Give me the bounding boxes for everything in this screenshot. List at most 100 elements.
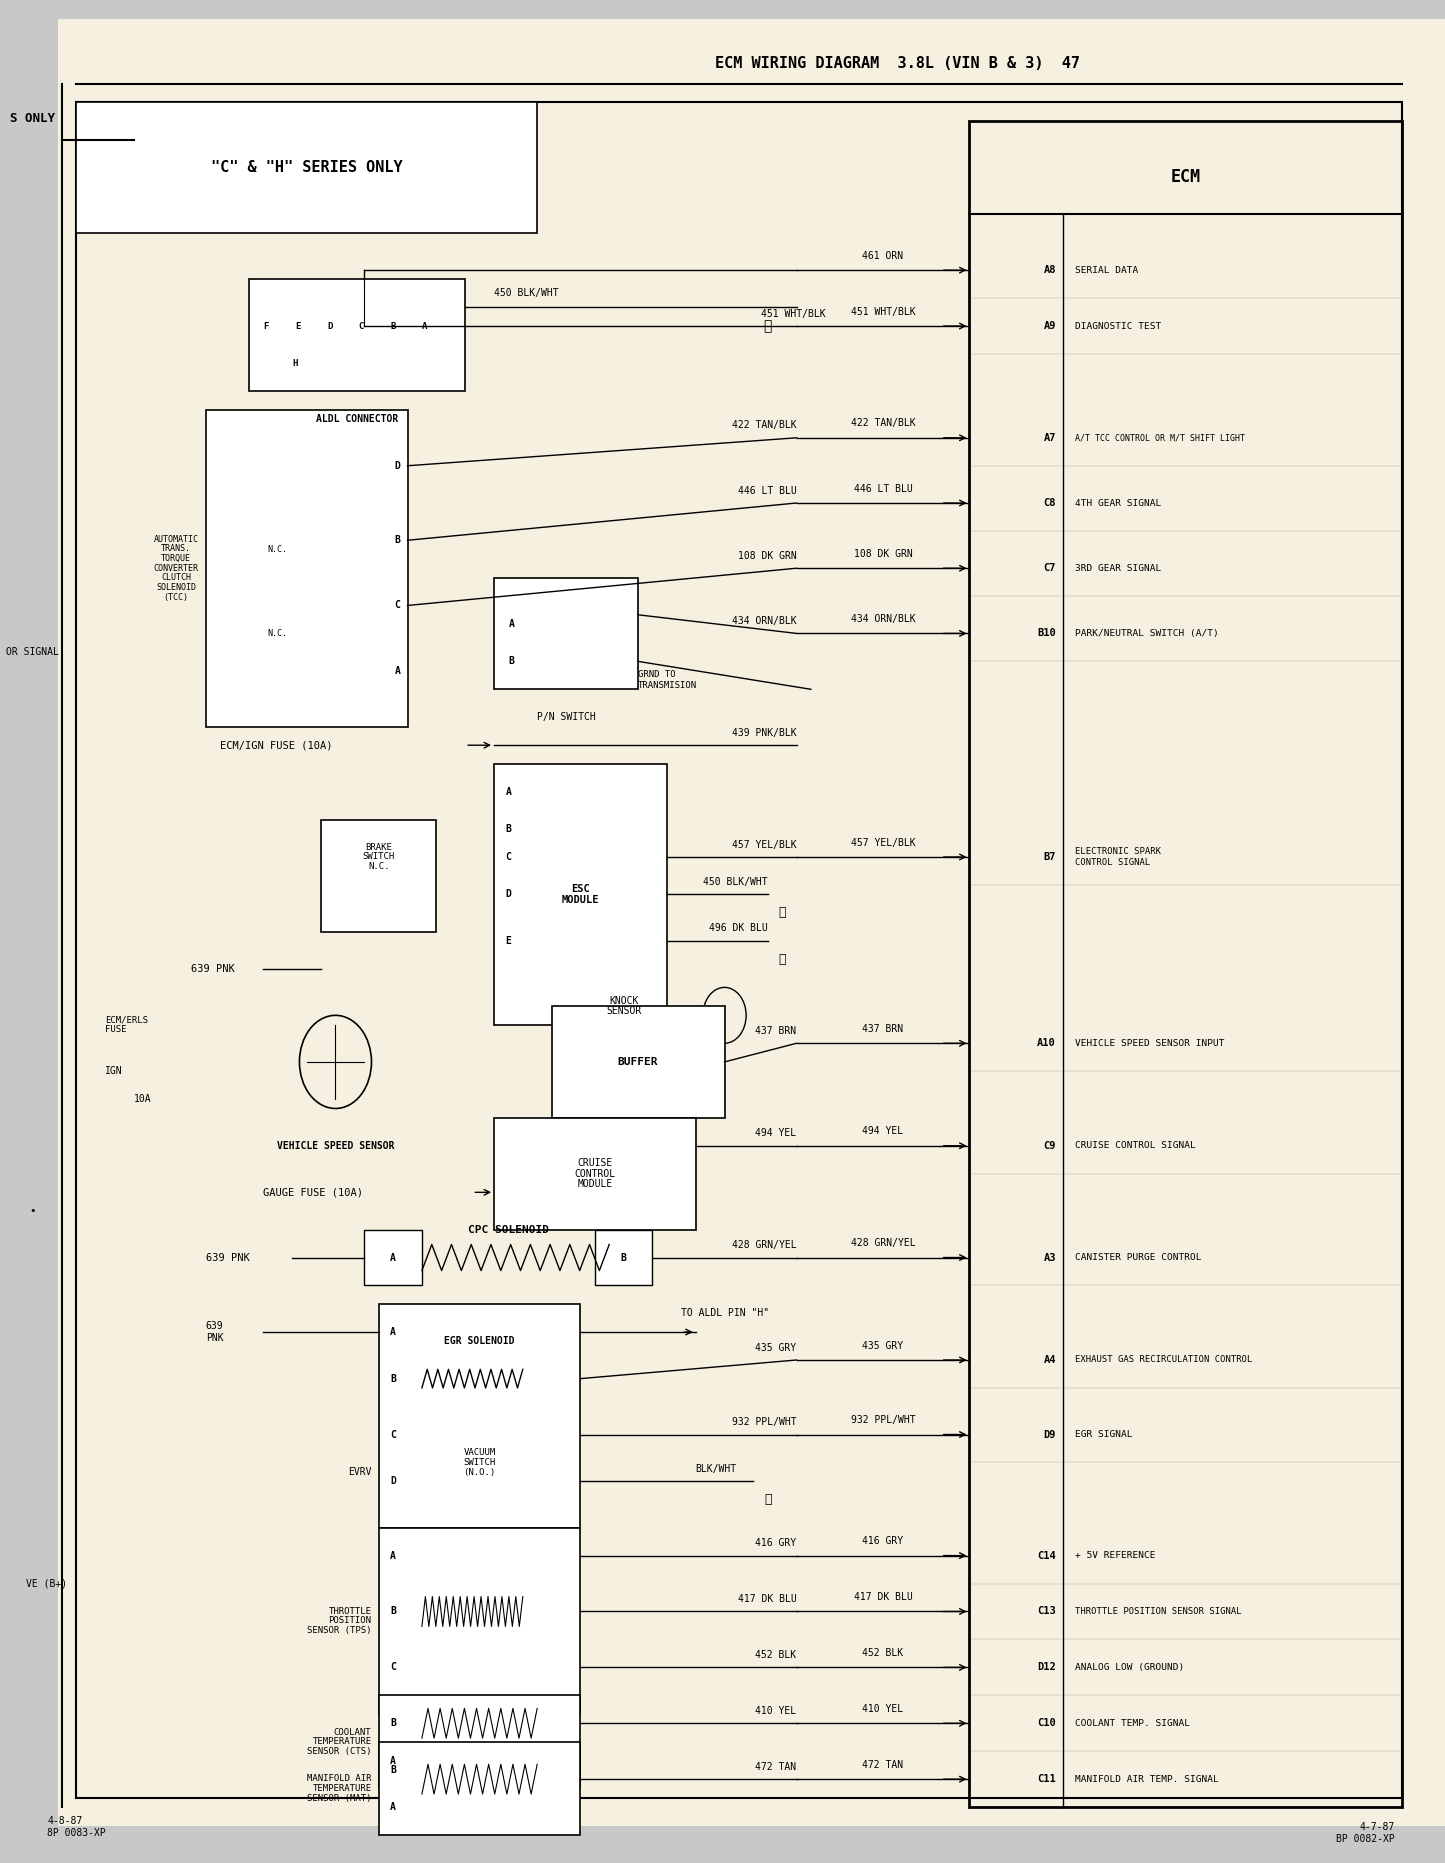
Bar [379, 1742, 581, 1835]
Bar [321, 820, 436, 932]
Text: •: • [29, 1205, 36, 1217]
Text: VACUUM
SWITCH
(N.O.): VACUUM SWITCH (N.O.) [464, 1448, 496, 1477]
Text: 108 DK GRN: 108 DK GRN [738, 551, 796, 561]
Text: SERIAL DATA: SERIAL DATA [1075, 266, 1137, 274]
Text: A: A [390, 1755, 396, 1766]
Text: E: E [295, 322, 301, 330]
Text: 450 BLK/WHT: 450 BLK/WHT [704, 877, 767, 887]
Bar [494, 764, 668, 1025]
Text: 410 YEL: 410 YEL [756, 1707, 796, 1716]
Text: 639 PNK: 639 PNK [191, 963, 236, 974]
Text: N.C.: N.C. [267, 546, 288, 553]
Text: A: A [506, 786, 512, 797]
Text: C14: C14 [1038, 1550, 1056, 1561]
Text: A9: A9 [1043, 320, 1056, 332]
Text: A7: A7 [1043, 432, 1056, 443]
Text: C10: C10 [1038, 1718, 1056, 1729]
Text: A: A [422, 322, 428, 330]
Text: 494 YEL: 494 YEL [756, 1129, 796, 1138]
Text: 4-8-87
8P 0083-XP: 4-8-87 8P 0083-XP [48, 1816, 105, 1839]
Text: CPC SOLENOID: CPC SOLENOID [468, 1224, 549, 1235]
Text: B: B [390, 1764, 396, 1775]
Text: E: E [506, 935, 512, 946]
Text: A: A [390, 1252, 396, 1263]
Text: 422 TAN/BLK: 422 TAN/BLK [851, 419, 915, 428]
Text: S ONLY: S ONLY [10, 112, 55, 125]
Text: 461 ORN: 461 ORN [863, 252, 903, 261]
Text: 457 YEL/BLK: 457 YEL/BLK [733, 840, 796, 850]
Text: D: D [394, 460, 400, 471]
Text: B: B [509, 656, 514, 667]
Text: D: D [390, 1475, 396, 1487]
Text: CRUISE
CONTROL
MODULE: CRUISE CONTROL MODULE [574, 1159, 616, 1189]
Text: 434 ORN/BLK: 434 ORN/BLK [733, 617, 796, 626]
Text: 422 TAN/BLK: 422 TAN/BLK [733, 421, 796, 430]
Text: EGR SIGNAL: EGR SIGNAL [1075, 1431, 1133, 1438]
Text: C: C [390, 1429, 396, 1440]
Text: MANIFOLD AIR
TEMPERATURE
SENSOR (MAT): MANIFOLD AIR TEMPERATURE SENSOR (MAT) [306, 1774, 371, 1803]
Text: D: D [506, 889, 512, 900]
Text: 451 WHT/BLK: 451 WHT/BLK [760, 309, 825, 319]
Text: 434 ORN/BLK: 434 ORN/BLK [851, 615, 915, 624]
Text: 428 GRN/YEL: 428 GRN/YEL [851, 1239, 915, 1248]
Text: 4TH GEAR SIGNAL: 4TH GEAR SIGNAL [1075, 499, 1160, 507]
Text: + 5V REFERENCE: + 5V REFERENCE [1075, 1552, 1155, 1559]
Text: KNOCK
SENSOR: KNOCK SENSOR [605, 995, 642, 1017]
Text: ECM: ECM [1170, 168, 1201, 186]
Text: 446 LT BLU: 446 LT BLU [738, 486, 796, 496]
Bar [970, 121, 1402, 1807]
Text: A4: A4 [1043, 1354, 1056, 1366]
Bar [364, 1230, 422, 1285]
Text: ⏚: ⏚ [779, 907, 786, 918]
Text: P/N SWITCH: P/N SWITCH [536, 712, 595, 723]
Text: ⏚: ⏚ [763, 319, 772, 333]
Text: 472 TAN: 472 TAN [863, 1761, 903, 1770]
Text: 639
PNK: 639 PNK [205, 1321, 224, 1343]
Bar [494, 1118, 695, 1230]
Text: C: C [506, 851, 512, 863]
Text: 446 LT BLU: 446 LT BLU [854, 484, 912, 494]
Text: COOLANT TEMP. SIGNAL: COOLANT TEMP. SIGNAL [1075, 1720, 1189, 1727]
Text: EGR SOLENOID: EGR SOLENOID [444, 1336, 514, 1347]
Text: EXHAUST GAS RECIRCULATION CONTROL: EXHAUST GAS RECIRCULATION CONTROL [1075, 1356, 1251, 1364]
Text: B: B [390, 1606, 396, 1617]
Text: ⏚: ⏚ [779, 954, 786, 965]
Text: N.C.: N.C. [267, 630, 288, 637]
Text: A: A [394, 665, 400, 676]
Text: THROTTLE POSITION SENSOR SIGNAL: THROTTLE POSITION SENSOR SIGNAL [1075, 1608, 1241, 1615]
Text: ELECTRONIC SPARK
CONTROL SIGNAL: ELECTRONIC SPARK CONTROL SIGNAL [1075, 848, 1160, 866]
Text: IGN: IGN [105, 1066, 123, 1077]
Text: D9: D9 [1043, 1429, 1056, 1440]
Text: VE (B+): VE (B+) [26, 1578, 66, 1589]
Text: C11: C11 [1038, 1774, 1056, 1785]
Text: B: B [506, 823, 512, 835]
Text: 452 BLK: 452 BLK [863, 1649, 903, 1658]
Text: 457 YEL/BLK: 457 YEL/BLK [851, 838, 915, 848]
Text: A: A [390, 1326, 396, 1338]
Text: B: B [390, 1373, 396, 1384]
Text: THROTTLE
POSITION
SENSOR (TPS): THROTTLE POSITION SENSOR (TPS) [306, 1606, 371, 1636]
Text: GRND TO
TRANSMISION: GRND TO TRANSMISION [639, 671, 696, 689]
Text: 451 WHT/BLK: 451 WHT/BLK [851, 307, 915, 317]
Text: C: C [358, 322, 364, 330]
Text: A: A [509, 619, 514, 630]
Text: B: B [621, 1252, 627, 1263]
Text: 416 GRY: 416 GRY [756, 1539, 796, 1548]
Text: 10A: 10A [134, 1094, 152, 1105]
Text: B: B [390, 1718, 396, 1729]
Text: COOLANT
TEMPERATURE
SENSOR (CTS): COOLANT TEMPERATURE SENSOR (CTS) [306, 1727, 371, 1757]
Text: D: D [327, 322, 332, 330]
Text: ECM WIRING DIAGRAM  3.8L (VIN B & 3)  47: ECM WIRING DIAGRAM 3.8L (VIN B & 3) 47 [715, 56, 1079, 71]
Text: 496 DK BLU: 496 DK BLU [709, 924, 767, 933]
Text: CRUISE CONTROL SIGNAL: CRUISE CONTROL SIGNAL [1075, 1142, 1195, 1149]
Text: C7: C7 [1043, 563, 1056, 574]
Text: 439 PNK/BLK: 439 PNK/BLK [733, 728, 796, 738]
Text: A10: A10 [1038, 1038, 1056, 1049]
Text: F: F [263, 322, 269, 330]
Text: B7: B7 [1043, 851, 1056, 863]
Text: 410 YEL: 410 YEL [863, 1705, 903, 1714]
Text: C9: C9 [1043, 1140, 1056, 1151]
Text: DIAGNOSTIC TEST: DIAGNOSTIC TEST [1075, 322, 1160, 330]
Bar [205, 410, 407, 727]
Text: TO ALDL PIN "H": TO ALDL PIN "H" [681, 1308, 769, 1319]
